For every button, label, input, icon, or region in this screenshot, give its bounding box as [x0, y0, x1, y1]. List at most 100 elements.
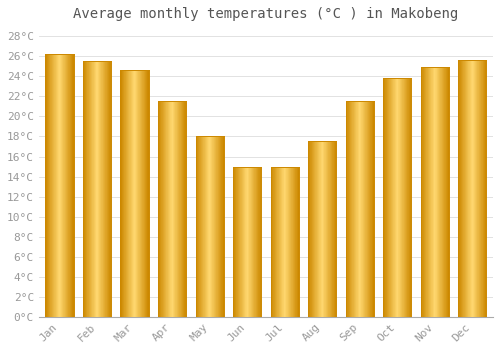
Bar	[99, 61, 100, 317]
Bar	[472, 60, 473, 317]
Bar	[318, 141, 319, 317]
Bar	[223, 136, 224, 317]
Bar	[329, 141, 330, 317]
Bar	[200, 136, 201, 317]
Bar	[403, 78, 404, 317]
Bar	[395, 78, 396, 317]
Bar	[460, 60, 461, 317]
Bar	[421, 67, 422, 317]
Bar	[275, 167, 276, 317]
Bar	[197, 136, 198, 317]
Bar	[358, 102, 359, 317]
Bar	[465, 60, 466, 317]
Bar	[405, 78, 406, 317]
Bar	[145, 70, 146, 317]
Bar	[272, 167, 273, 317]
Bar	[356, 102, 357, 317]
Bar	[441, 67, 442, 317]
Bar	[397, 78, 398, 317]
Bar	[97, 61, 98, 317]
Bar	[173, 102, 174, 317]
Bar	[168, 102, 170, 317]
Bar	[100, 61, 101, 317]
Bar	[402, 78, 403, 317]
Bar	[106, 61, 107, 317]
Bar	[182, 102, 183, 317]
Bar	[246, 167, 247, 317]
Bar	[325, 141, 326, 317]
Bar	[467, 60, 468, 317]
Bar	[133, 70, 134, 317]
Bar	[446, 67, 448, 317]
Bar	[424, 67, 426, 317]
Bar	[410, 78, 411, 317]
Bar	[294, 167, 295, 317]
Bar	[326, 141, 328, 317]
Bar	[238, 167, 240, 317]
Bar	[177, 102, 178, 317]
Bar	[73, 54, 74, 317]
Bar	[107, 61, 108, 317]
Bar	[125, 70, 126, 317]
Bar	[67, 54, 68, 317]
Bar	[164, 102, 165, 317]
Bar	[251, 167, 252, 317]
Bar	[217, 136, 218, 317]
Bar	[315, 141, 316, 317]
Bar	[433, 67, 434, 317]
Bar	[48, 54, 49, 317]
Bar	[103, 61, 104, 317]
Bar	[483, 60, 484, 317]
Bar	[400, 78, 402, 317]
Bar	[199, 136, 200, 317]
Bar	[102, 61, 103, 317]
Bar	[384, 78, 385, 317]
Bar	[131, 70, 132, 317]
Bar	[87, 61, 88, 317]
Bar	[308, 141, 310, 317]
Bar	[66, 54, 67, 317]
Bar	[63, 54, 64, 317]
Bar	[407, 78, 408, 317]
Bar	[276, 167, 277, 317]
Bar	[258, 167, 259, 317]
Bar	[142, 70, 143, 317]
Bar	[473, 60, 474, 317]
Bar	[470, 60, 472, 317]
Bar	[482, 60, 483, 317]
Bar	[464, 60, 465, 317]
Bar	[360, 102, 361, 317]
Bar	[422, 67, 423, 317]
Bar	[163, 102, 164, 317]
Bar	[110, 61, 111, 317]
Bar	[218, 136, 219, 317]
Bar	[426, 67, 427, 317]
Bar	[181, 102, 182, 317]
Bar	[423, 67, 424, 317]
Bar	[290, 167, 291, 317]
Bar	[206, 136, 207, 317]
Bar	[349, 102, 350, 317]
Bar	[144, 70, 145, 317]
Bar	[162, 102, 163, 317]
Bar	[235, 167, 236, 317]
Bar	[139, 70, 140, 317]
Bar	[105, 61, 106, 317]
Bar	[314, 141, 315, 317]
Bar	[69, 54, 70, 317]
Bar	[179, 102, 180, 317]
Bar	[222, 136, 223, 317]
Bar	[363, 102, 364, 317]
Bar	[333, 141, 334, 317]
Bar	[85, 61, 86, 317]
Bar	[160, 102, 161, 317]
Bar	[213, 136, 214, 317]
Bar	[236, 167, 237, 317]
Bar	[176, 102, 177, 317]
Bar	[310, 141, 311, 317]
Bar	[362, 102, 363, 317]
Bar	[398, 78, 399, 317]
Bar	[459, 60, 460, 317]
Bar	[274, 167, 275, 317]
Bar	[212, 136, 213, 317]
